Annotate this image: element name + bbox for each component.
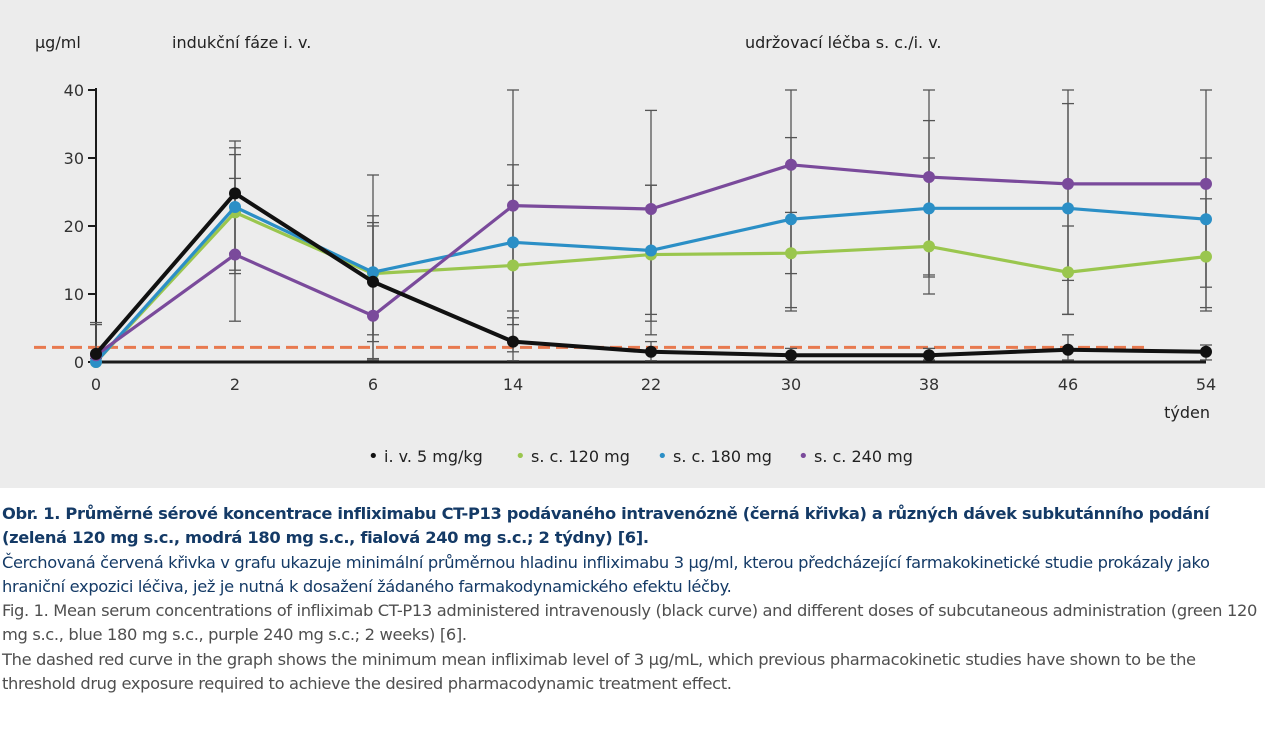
data-point — [1200, 250, 1212, 263]
legend-label: s. c. 120 mg — [531, 447, 630, 466]
phase-label-maintenance: udržovací léčba s. c./i. v. — [745, 33, 942, 52]
x-tick-label: 2 — [230, 375, 240, 394]
y-tick-label: 0 — [74, 353, 84, 372]
data-point — [1062, 266, 1074, 279]
x-axis-label: týden — [1164, 403, 1210, 422]
data-point — [785, 158, 797, 171]
data-point — [229, 187, 241, 200]
data-point — [367, 309, 379, 322]
data-point — [645, 345, 657, 358]
data-point — [645, 203, 657, 215]
data-point — [1062, 202, 1074, 215]
y-tick-label: 20 — [64, 217, 84, 236]
data-point — [90, 347, 102, 360]
legend-label: i. v. 5 mg/kg — [384, 447, 483, 466]
y-axis-label: µg/ml — [35, 33, 81, 52]
x-tick-label: 46 — [1058, 375, 1078, 394]
data-point — [1200, 345, 1212, 358]
data-point — [507, 236, 519, 249]
caption-en-title: Fig. 1. Mean serum concentrations of inf… — [2, 601, 1257, 645]
data-point — [1200, 177, 1212, 190]
data-point — [923, 240, 935, 253]
data-point — [229, 248, 241, 261]
line-chart: 0 10 20 30 40 0 2 6 14 22 30 38 46 54 µg/ml týden indukč… — [34, 33, 1216, 467]
y-tick-label: 10 — [64, 285, 84, 304]
figure-caption: Obr. 1. Průměrné sérové koncentrace infl… — [2, 502, 1264, 696]
data-point — [923, 202, 935, 215]
data-point — [645, 244, 657, 257]
data-point — [507, 259, 519, 272]
data-point — [1062, 343, 1074, 356]
data-point — [923, 171, 935, 184]
legend-marker: • — [798, 446, 809, 467]
legend-label: s. c. 180 mg — [673, 447, 772, 466]
data-point — [923, 349, 935, 362]
x-tick-label: 38 — [919, 375, 939, 394]
x-tick-label: 0 — [91, 375, 101, 394]
caption-cz-text: Čerchovaná červená křivka v grafu ukazuj… — [2, 552, 1210, 596]
data-point — [785, 349, 797, 362]
chart-panel: 0 10 20 30 40 0 2 6 14 22 30 38 46 54 µg/ml týden indukč… — [0, 0, 1265, 488]
legend-marker: • — [657, 446, 668, 467]
y-tick-label: 30 — [64, 149, 84, 168]
x-tick-label: 30 — [781, 375, 801, 394]
caption-cz-title: Obr. 1. Průměrné sérové koncentrace infl… — [2, 504, 1210, 548]
data-point — [367, 275, 379, 288]
x-tick-label: 22 — [641, 375, 661, 394]
data-point — [785, 247, 797, 260]
data-point — [367, 266, 379, 279]
x-tick-label: 54 — [1196, 375, 1216, 394]
legend-marker: • — [368, 446, 379, 467]
data-point — [785, 213, 797, 226]
x-tick-label: 14 — [503, 375, 523, 394]
data-point — [229, 200, 241, 213]
x-tick-label: 6 — [368, 375, 378, 394]
legend-label: s. c. 240 mg — [814, 447, 913, 466]
data-point — [1200, 213, 1212, 226]
data-point — [507, 335, 519, 348]
y-tick-label: 40 — [64, 81, 84, 100]
caption-en-text: The dashed red curve in the graph shows … — [2, 649, 1196, 694]
data-point — [1062, 177, 1074, 190]
data-point — [507, 199, 519, 212]
legend-marker: • — [515, 446, 526, 467]
phase-label-induction: indukční fáze i. v. — [172, 33, 311, 52]
